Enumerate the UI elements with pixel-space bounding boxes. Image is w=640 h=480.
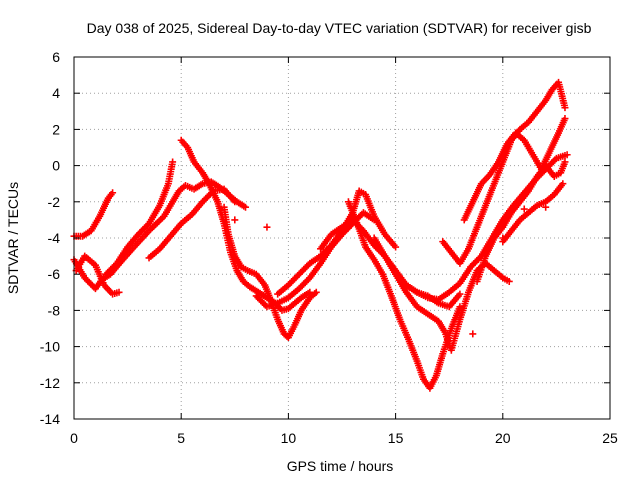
chart-title: Day 038 of 2025, Sidereal Day-to-day VTE… [87, 20, 592, 36]
y-tick-label: -2 [48, 194, 61, 210]
data-point-trace-4 [169, 158, 177, 166]
data-point-outlier [231, 216, 239, 224]
data-point-trace-11 [456, 303, 464, 311]
data-point-outlier [469, 330, 477, 338]
data-point-trace-17 [559, 180, 567, 188]
data-point-trace-12 [505, 277, 513, 285]
data-points [70, 78, 571, 392]
x-tick-label: 20 [495, 430, 511, 446]
x-tick-label: 25 [602, 430, 618, 446]
x-tick-label: 5 [177, 430, 185, 446]
data-point-outlier [542, 203, 550, 211]
x-axis-label: GPS time / hours [287, 458, 394, 474]
data-point-outlier [263, 223, 271, 231]
y-tick-label: -4 [48, 230, 61, 246]
data-point-trace-5 [231, 198, 239, 206]
data-point-trace-2 [109, 189, 117, 197]
y-tick-label: 0 [52, 158, 60, 174]
data-point-trace-10 [456, 290, 464, 298]
data-point-outlier [520, 205, 528, 213]
y-tick-label: 2 [52, 121, 60, 137]
y-tick-label: -12 [40, 375, 60, 391]
x-tick-label: 0 [70, 430, 78, 446]
y-tick-label: 6 [52, 49, 60, 65]
y-tick-label: 4 [52, 85, 60, 101]
x-tick-label: 15 [388, 430, 404, 446]
y-axis-ticks: -14 -12 -10 -8 -6 -4 -2 0 2 4 6 [40, 49, 610, 427]
data-point-trace-16 [561, 158, 569, 166]
y-axis-label: SDTVAR / TECUs [5, 182, 21, 294]
data-point-trace-3 [115, 288, 123, 296]
data-point-trace-7 [312, 288, 320, 296]
x-tick-label: 10 [281, 430, 297, 446]
y-tick-label: -8 [48, 302, 61, 318]
y-tick-label: -14 [40, 411, 60, 427]
y-tick-label: -6 [48, 266, 61, 282]
data-point-trace-15 [561, 115, 569, 123]
x-axis-ticks: 0 5 10 15 20 25 [70, 57, 618, 446]
y-tick-label: -10 [40, 339, 60, 355]
data-point-trace-9 [392, 243, 400, 251]
data-point-trace-13 [563, 151, 571, 159]
data-point-trace-14 [561, 104, 569, 112]
data-point-outlier [499, 234, 507, 242]
data-point-trace-1 [242, 203, 250, 211]
